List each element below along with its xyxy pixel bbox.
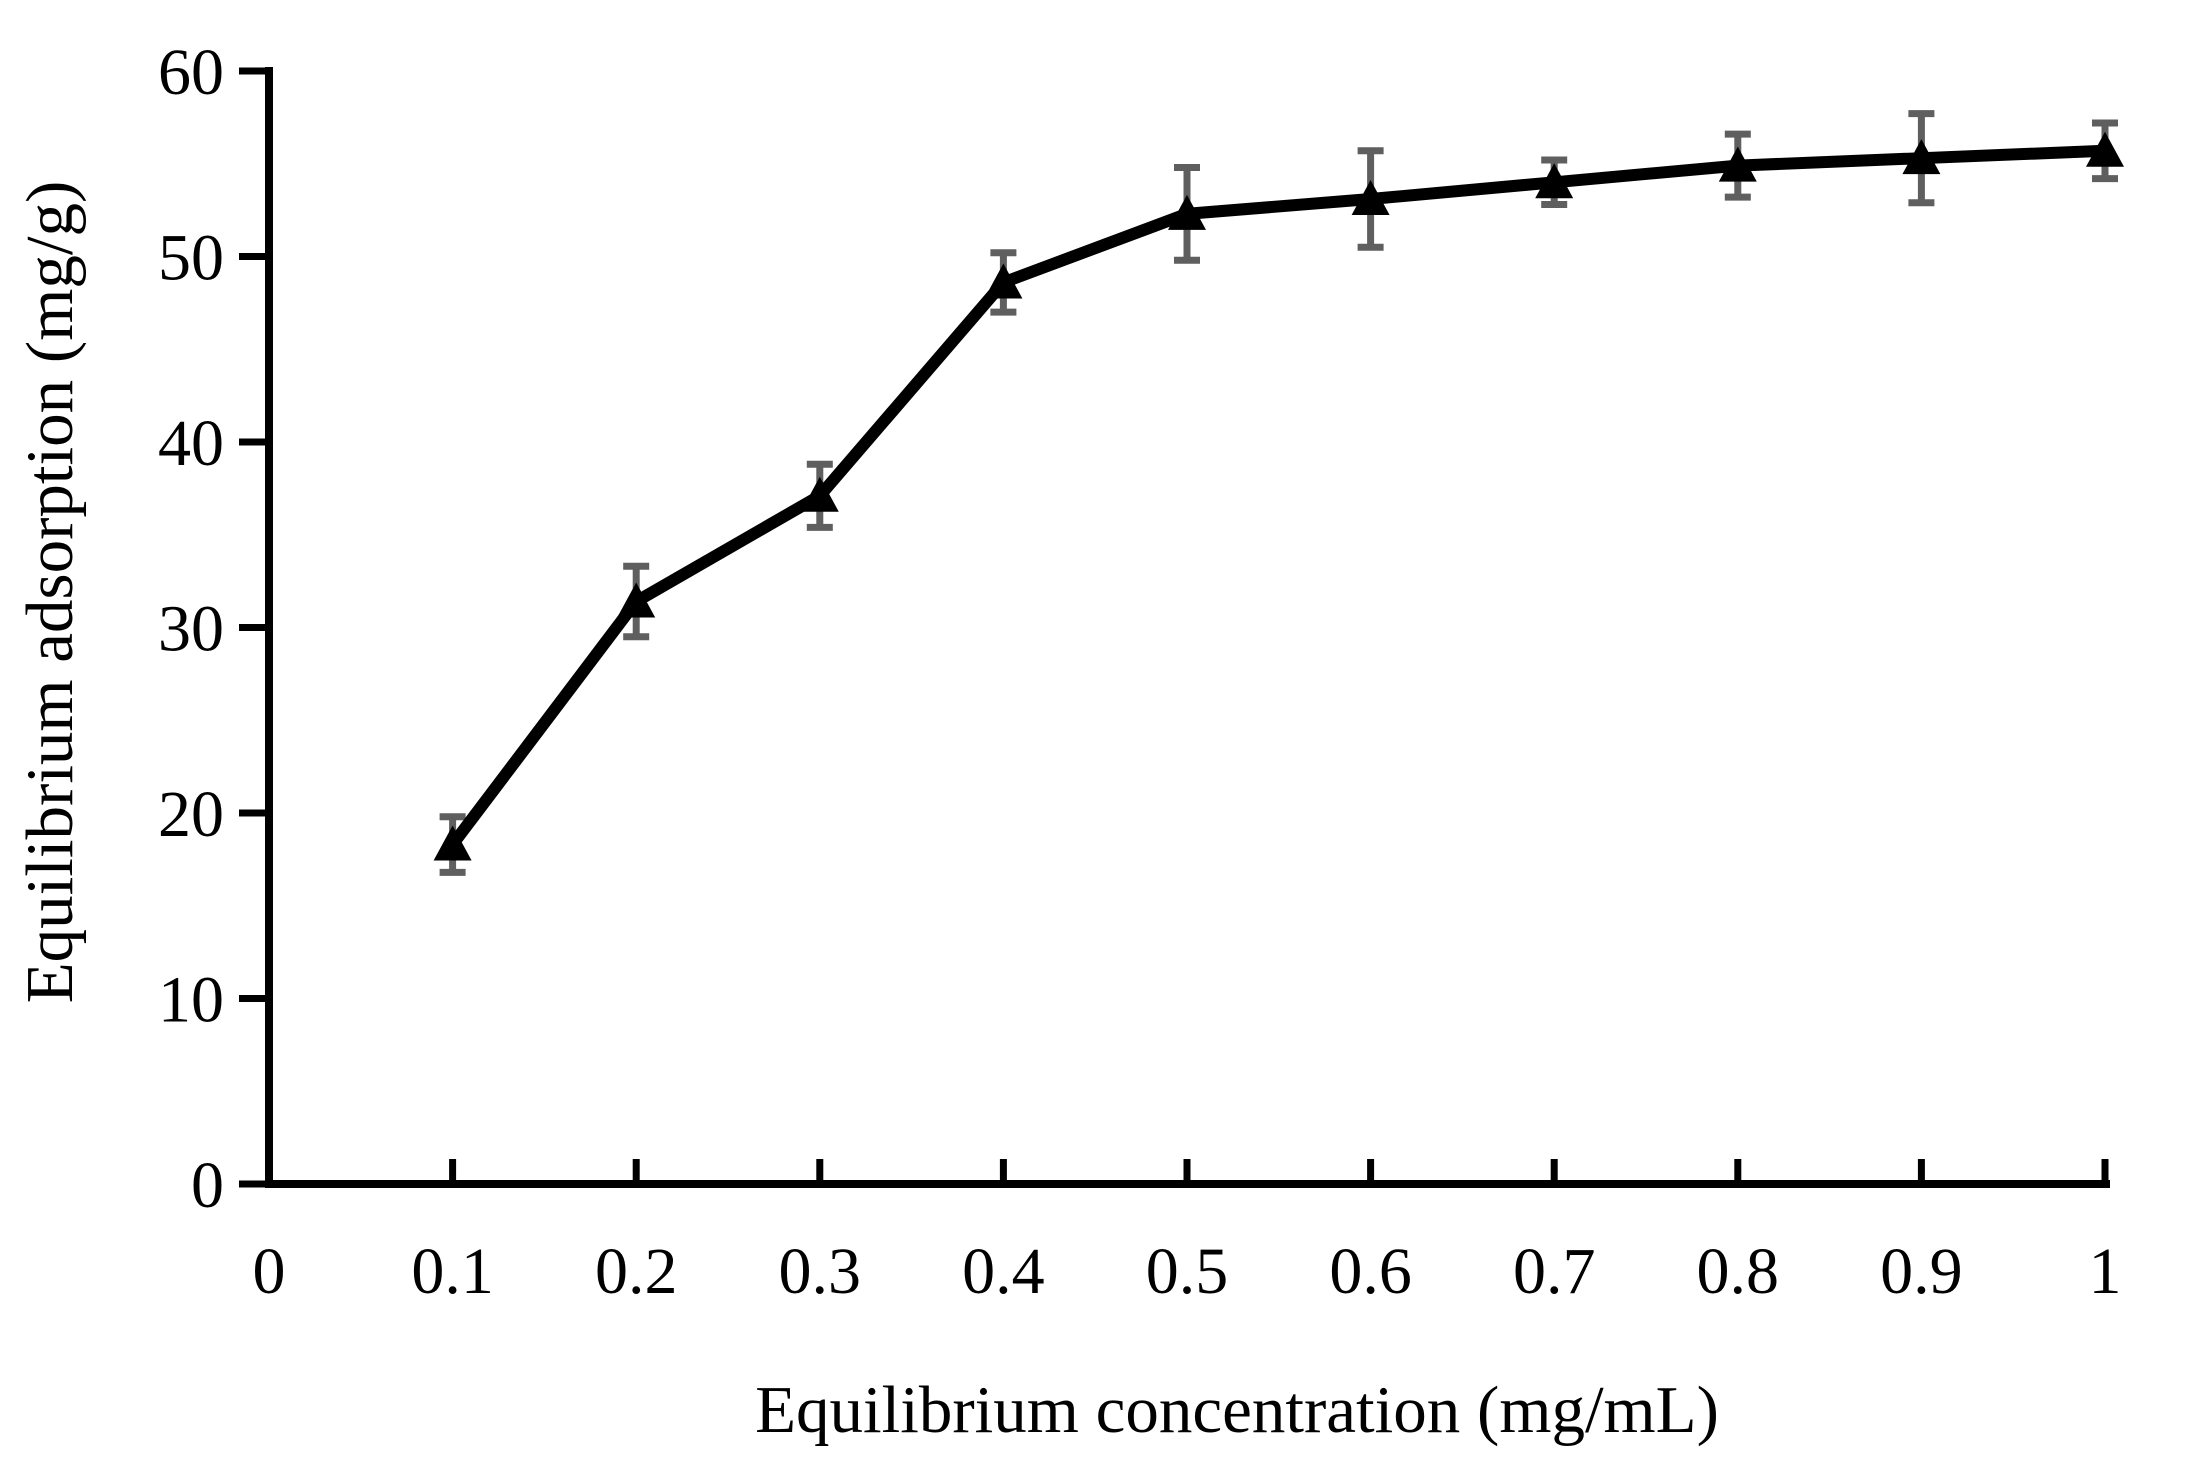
x-tick-label: 0.5 bbox=[1146, 1235, 1229, 1308]
series-line bbox=[447, 144, 2106, 849]
data-point-marker bbox=[1902, 139, 1941, 175]
data-point-marker bbox=[1535, 163, 1574, 199]
x-tick-label: 0.3 bbox=[779, 1235, 862, 1308]
x-tick-label: 0.8 bbox=[1697, 1235, 1780, 1308]
data-point-marker bbox=[617, 582, 656, 618]
data-point-marker bbox=[433, 825, 472, 861]
data-point-marker bbox=[1351, 179, 1390, 215]
data-point-marker bbox=[800, 476, 839, 512]
plot-area: 0 0.1 0.2 0.3 0.4 0.5 0.6 0.7 0.8 0.9 101020304050… bbox=[158, 36, 2124, 1308]
data-point-marker bbox=[1168, 194, 1206, 230]
y-tick-label: 0 bbox=[191, 1149, 224, 1222]
x-axis-title: Equilibrium concentration (mg/mL) bbox=[755, 1373, 1719, 1447]
x-tick-label: 0.1 bbox=[411, 1235, 494, 1308]
y-tick-label: 60 bbox=[158, 36, 224, 109]
x-tick-label: 0.7 bbox=[1513, 1235, 1596, 1308]
x-tick-label: 0.2 bbox=[595, 1235, 678, 1308]
y-tick-label: 20 bbox=[158, 778, 224, 851]
y-tick-label: 10 bbox=[158, 964, 224, 1037]
x-tick-label: 1 bbox=[2089, 1235, 2122, 1308]
data-point-marker bbox=[984, 263, 1023, 299]
x-tick-label: 0.9 bbox=[1880, 1235, 1963, 1308]
y-tick-label: 40 bbox=[158, 407, 224, 480]
y-tick-label: 30 bbox=[158, 593, 224, 666]
x-tick-label: 0.6 bbox=[1329, 1235, 1412, 1308]
x-tick-label: 0 bbox=[253, 1235, 286, 1308]
data-point-marker bbox=[2086, 131, 2124, 167]
y-tick-label: 50 bbox=[158, 222, 224, 295]
y-axis-title: Equilibrium adsorption (mg/g) bbox=[13, 181, 87, 1004]
data-point-marker bbox=[1718, 146, 1757, 182]
x-tick-label: 0.4 bbox=[962, 1235, 1045, 1308]
